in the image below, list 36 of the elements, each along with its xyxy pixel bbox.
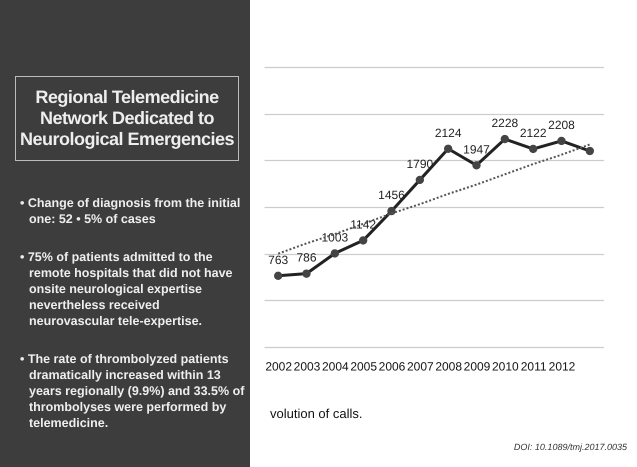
point (302, 269, 311, 278)
x-tick-label: 2006 (378, 360, 406, 374)
data-label: 1003 (321, 230, 349, 244)
x-tick-label: 2009 (464, 360, 491, 374)
point (330, 249, 340, 258)
text: • The rate of thrombolyzed patients dramatically increased within 13 years regionally (9.9%) and 33.5% of thrombolyses were performed by telemedicine. (20, 351, 245, 431)
point (500, 134, 510, 144)
x-tick-label: 2005 (350, 360, 378, 374)
data-label: 2124 (434, 126, 462, 140)
point (444, 144, 452, 153)
data-label: 786 (296, 250, 317, 265)
text: volution of calls. (270, 406, 362, 421)
point (274, 272, 282, 280)
point (586, 146, 594, 156)
point (416, 176, 424, 184)
x-tick-label: 2003 (294, 360, 321, 374)
x-tick-label: 2002 (265, 360, 292, 374)
text: • Change of diagnosis from the initial one: 52 • 5% of cases (20, 195, 242, 227)
data-label: 1947 (463, 142, 490, 156)
data-label: 763 (268, 252, 288, 267)
data-label: 2228 (491, 116, 519, 130)
data-label: 2122 (520, 126, 547, 140)
text: Regional Telemedicine Network Dedicated to Neurological Emergencies (15, 76, 239, 161)
x-tick-label: 2012 (548, 360, 576, 374)
point (557, 136, 566, 146)
point (472, 161, 481, 170)
point (358, 236, 368, 245)
text: DOI: 10.1089/tmj.2017.0035 (514, 442, 627, 452)
text: • 75% of patients admitted to the remote hospitals that did not have onsite neurological expertise nevertheless received neurovascular tele-expertise. (20, 249, 234, 329)
x-tick-label: 2004 (322, 360, 350, 374)
x-tick-label: 2011 (520, 360, 547, 374)
x-tick-label: 2010 (492, 360, 520, 374)
data-label: 2208 (548, 118, 576, 132)
x-tick-label: 2008 (435, 360, 462, 374)
x-tick-label: 2007 (406, 360, 434, 374)
point (528, 144, 538, 154)
